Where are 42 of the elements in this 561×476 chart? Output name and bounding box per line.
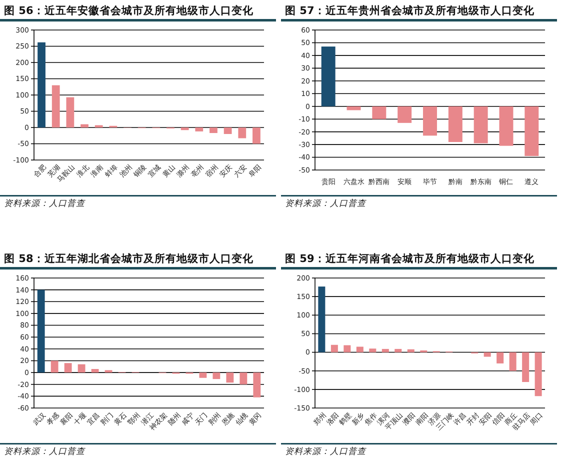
bar — [252, 128, 260, 144]
bar — [509, 352, 516, 371]
bar — [199, 372, 207, 378]
chart-title: 图 56：近五年安徽省会城市及所有地级市人口变化 — [4, 4, 254, 17]
bar — [330, 344, 338, 352]
bar — [240, 372, 248, 384]
bar — [78, 364, 86, 373]
bar — [394, 348, 402, 352]
bar — [344, 345, 351, 352]
bar — [50, 360, 58, 373]
bar — [224, 128, 232, 134]
bar — [66, 97, 74, 128]
bar — [195, 128, 204, 132]
text: 资料来源：人口普查 — [285, 446, 367, 457]
bar — [212, 372, 220, 380]
text: 资料来源：人口普查 — [4, 198, 86, 209]
bar — [253, 372, 261, 398]
bar — [496, 352, 504, 364]
bar — [104, 370, 112, 373]
bar — [534, 352, 542, 396]
text: 资料来源：人口普查 — [285, 198, 367, 209]
bar — [38, 42, 46, 128]
chart-title: 图 59：近五年河南省会城市及所有地级市人口变化 — [285, 252, 536, 265]
bar — [180, 128, 189, 130]
bar — [64, 363, 72, 373]
bar — [238, 128, 246, 138]
bar — [407, 349, 414, 352]
bar — [356, 346, 364, 352]
bar — [522, 352, 530, 382]
bar — [91, 369, 99, 373]
chart-title: 图 58：近五年湖北省会城市及所有地级市人口变化 — [4, 252, 254, 265]
bar — [226, 372, 234, 383]
bar — [318, 286, 326, 352]
text: 资料来源：人口普查 — [4, 446, 86, 457]
bar — [80, 124, 88, 128]
bar — [382, 348, 389, 352]
bar — [37, 290, 45, 373]
chart-title: 图 57：近五年贵州省会城市及所有地级市人口变化 — [285, 4, 536, 17]
bar — [210, 128, 218, 134]
bar — [484, 352, 491, 357]
bar — [369, 348, 376, 352]
bar — [52, 85, 60, 128]
